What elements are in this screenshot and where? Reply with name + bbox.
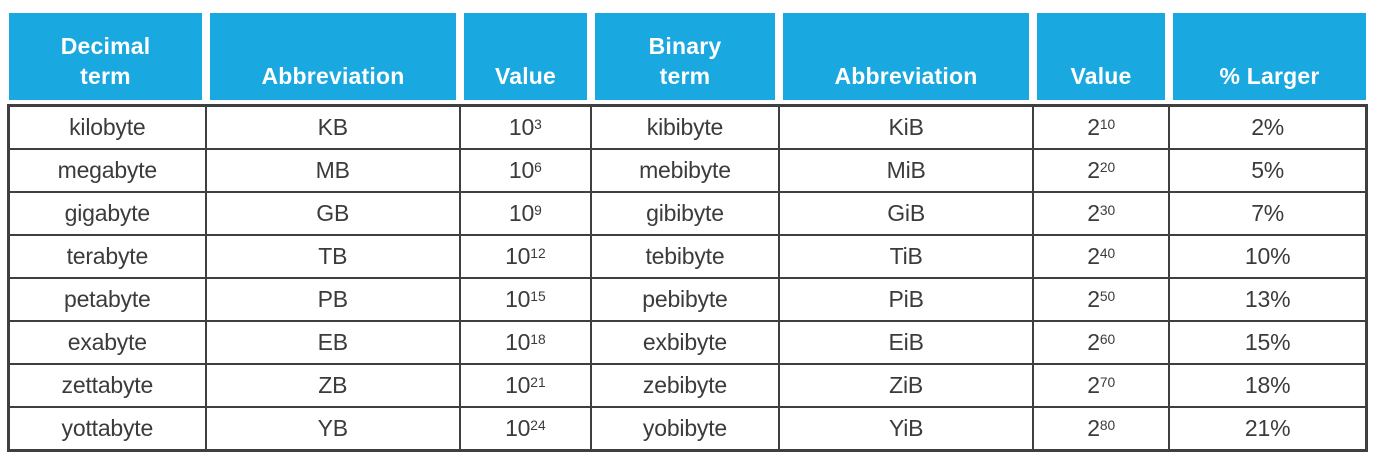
- exponent: 20: [1099, 159, 1116, 175]
- exponent: 30: [1099, 202, 1116, 218]
- table-header-row: Decimal term Abbreviation Value Binary term…: [9, 13, 1366, 100]
- table-cell: PB: [204, 277, 461, 322]
- table-cell: 1015: [458, 277, 592, 322]
- exponent: 18: [530, 331, 546, 347]
- table-cell: YiB: [778, 406, 1035, 452]
- table-cell: zettabyte: [7, 363, 207, 408]
- table-cell: exbibyte: [589, 320, 781, 365]
- table-cell: gibibyte: [589, 191, 781, 236]
- table-cell: KB: [204, 104, 461, 150]
- header-cell: Abbreviation: [779, 13, 1033, 100]
- table-cell: 13%: [1168, 277, 1368, 322]
- table-cell: 230: [1032, 191, 1171, 236]
- exponent: 3: [534, 116, 542, 132]
- exponent: 9: [534, 202, 542, 218]
- column-header-label: Binary term: [595, 13, 775, 100]
- table-cell: MiB: [778, 148, 1035, 193]
- table-cell: 7%: [1168, 191, 1368, 236]
- header-cell: Value: [460, 13, 591, 100]
- table-cell: 280: [1032, 406, 1171, 452]
- header-cell: Value: [1033, 13, 1169, 100]
- table-row: exabyte EB 1018 exbibyte EiB 260 15%: [7, 320, 1368, 365]
- table-cell: YB: [204, 406, 461, 452]
- table-cell: 1012: [458, 234, 592, 279]
- table-cell: 18%: [1168, 363, 1368, 408]
- column-header-label: Value: [464, 13, 587, 100]
- table-cell: terabyte: [7, 234, 207, 279]
- table-cell: TB: [204, 234, 461, 279]
- table-cell: 1021: [458, 363, 592, 408]
- table-cell: mebibyte: [589, 148, 781, 193]
- table-row: yottabyte YB 1024 yobibyte YiB 280 21%: [7, 406, 1368, 452]
- exponent: 50: [1099, 288, 1116, 304]
- table-cell: exabyte: [7, 320, 207, 365]
- exponent: 70: [1099, 374, 1116, 390]
- table-cell: ZB: [204, 363, 461, 408]
- table-cell: 21%: [1168, 406, 1368, 452]
- table-body: kilobyte KB 103 kibibyte KiB 210 2% megabyte MB 1…: [7, 104, 1368, 452]
- table-cell: 1024: [458, 406, 592, 452]
- exponent: 60: [1099, 331, 1116, 347]
- table-cell: 250: [1032, 277, 1171, 322]
- table-cell: GB: [204, 191, 461, 236]
- table-row: terabyte TB 1012 tebibyte TiB 240 10%: [7, 234, 1368, 279]
- table-cell: EiB: [778, 320, 1035, 365]
- table-cell: yottabyte: [7, 406, 207, 452]
- table-cell: yobibyte: [589, 406, 781, 452]
- table-row: petabyte PB 1015 pebibyte PiB 250 13%: [7, 277, 1368, 322]
- table-cell: 1018: [458, 320, 592, 365]
- table-cell: EB: [204, 320, 461, 365]
- header-cell: % Larger: [1169, 13, 1366, 100]
- header-cell: Decimal term: [9, 13, 206, 100]
- table-cell: pebibyte: [589, 277, 781, 322]
- table-cell: PiB: [778, 277, 1035, 322]
- table-cell: TiB: [778, 234, 1035, 279]
- header-cell: Binary term: [591, 13, 779, 100]
- table-cell: gigabyte: [7, 191, 207, 236]
- table-cell: ZiB: [778, 363, 1035, 408]
- table-cell: 220: [1032, 148, 1171, 193]
- table-row: gigabyte GB 109 gibibyte GiB 230 7%: [7, 191, 1368, 236]
- exponent: 40: [1099, 245, 1116, 261]
- table-cell: petabyte: [7, 277, 207, 322]
- table-row: kilobyte KB 103 kibibyte KiB 210 2%: [7, 104, 1368, 150]
- exponent: 21: [530, 374, 546, 390]
- table-cell: 106: [458, 148, 592, 193]
- table-cell: 210: [1032, 104, 1171, 150]
- table-cell: 240: [1032, 234, 1171, 279]
- exponent: 15: [530, 288, 546, 304]
- table-cell: KiB: [778, 104, 1035, 150]
- table-cell: zebibyte: [589, 363, 781, 408]
- column-header-label: % Larger: [1173, 13, 1366, 100]
- exponent: 10: [1099, 116, 1116, 132]
- table-cell: 109: [458, 191, 592, 236]
- column-header-label: Abbreviation: [210, 13, 456, 100]
- table-cell: 260: [1032, 320, 1171, 365]
- table-cell: MB: [204, 148, 461, 193]
- table-cell: GiB: [778, 191, 1035, 236]
- header-cell: Abbreviation: [206, 13, 460, 100]
- column-header-label: Decimal term: [9, 13, 202, 100]
- table-cell: kibibyte: [589, 104, 781, 150]
- exponent: 6: [534, 159, 542, 175]
- table-cell: tebibyte: [589, 234, 781, 279]
- table-cell: 15%: [1168, 320, 1368, 365]
- table-cell: 270: [1032, 363, 1171, 408]
- table-cell: kilobyte: [7, 104, 207, 150]
- table-cell: 103: [458, 104, 592, 150]
- table-cell: 2%: [1168, 104, 1368, 150]
- exponent: 80: [1099, 417, 1116, 433]
- exponent: 24: [530, 417, 546, 433]
- table-row: zettabyte ZB 1021 zebibyte ZiB 270 18%: [7, 363, 1368, 408]
- table-cell: megabyte: [7, 148, 207, 193]
- table-cell: 5%: [1168, 148, 1368, 193]
- exponent: 12: [530, 245, 546, 261]
- table-row: megabyte MB 106 mebibyte MiB 220 5%: [7, 148, 1368, 193]
- table-cell: 10%: [1168, 234, 1368, 279]
- column-header-label: Abbreviation: [783, 13, 1029, 100]
- column-header-label: Value: [1037, 13, 1165, 100]
